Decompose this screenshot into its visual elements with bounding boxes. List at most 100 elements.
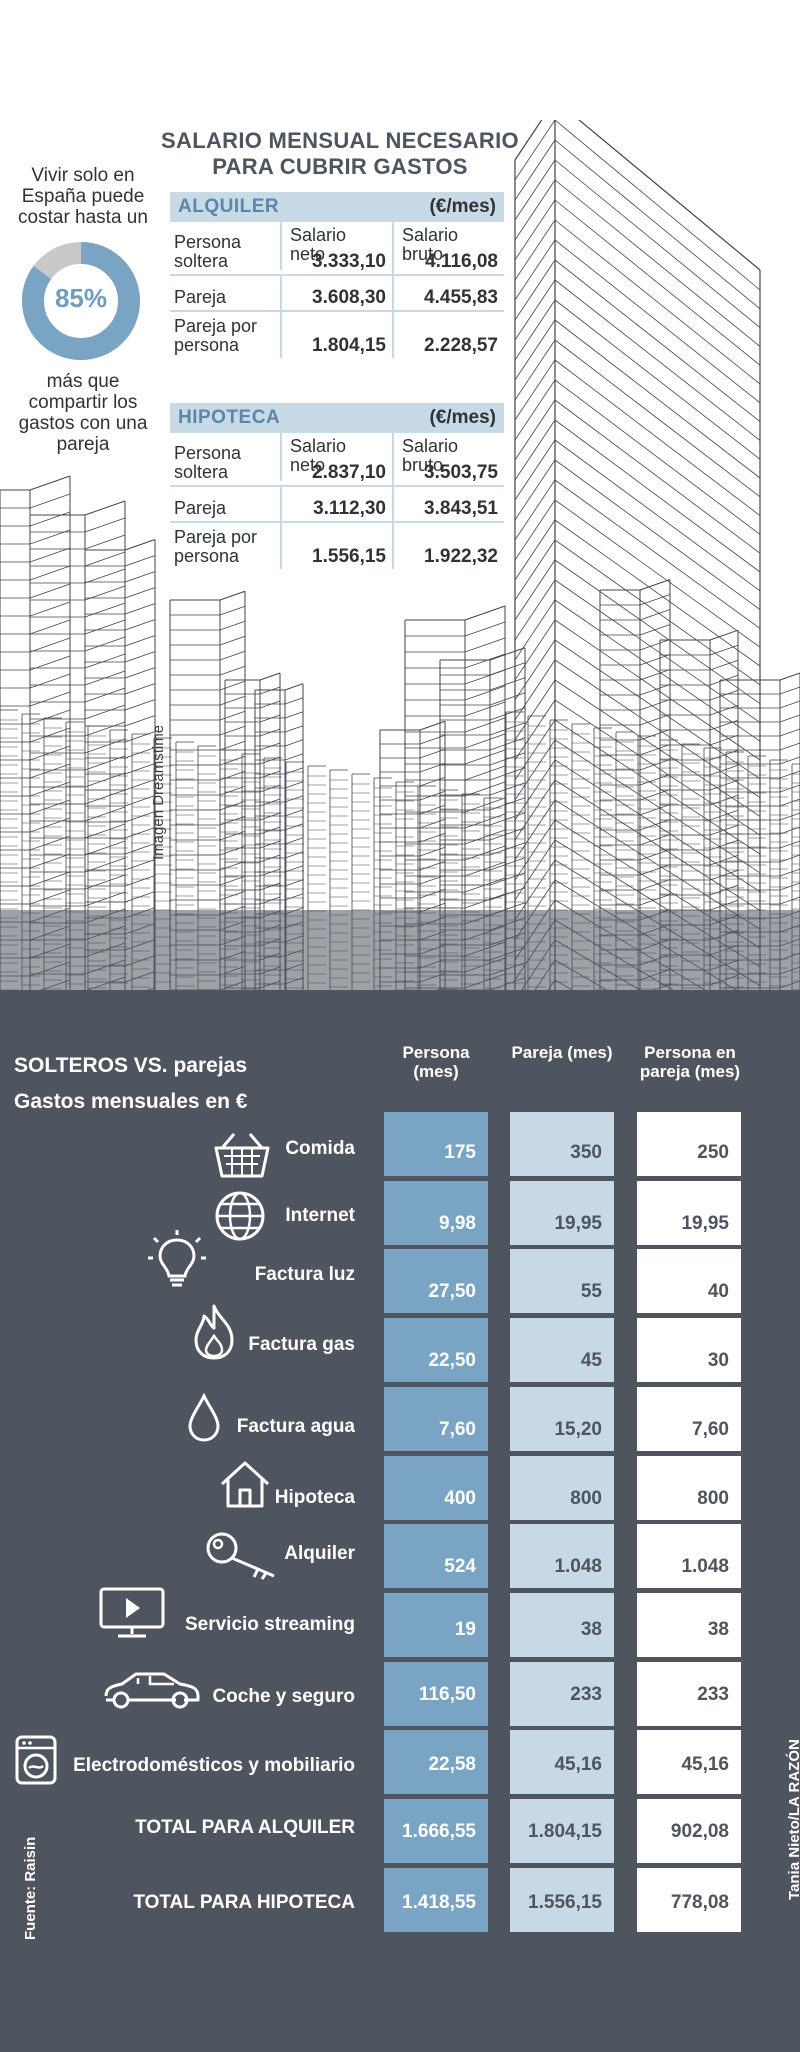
row-label-factura-gas: Factura gas [248,1334,355,1355]
flame-icon [190,1302,238,1362]
col-salario-bruto: Salario bruto [392,433,504,481]
table-row: Persona soltera 3.333,10 4.116,08 [170,222,504,276]
cell-pareja: 350 [510,1112,614,1176]
value-bruto: 3.503,75 [392,433,504,485]
cell-persona: 9,98 [384,1181,488,1245]
value-bruto: 3.843,51 [392,487,504,521]
table-row: Pareja por persona 1.556,15 1.922,32 [170,523,504,569]
cell-persona-en-pareja: 778,08 [637,1868,741,1932]
table-row: Pareja 3.608,30 4.455,83 [170,276,504,312]
cell-persona-en-pareja: 233 [637,1662,741,1726]
cell-persona: 524 [384,1524,488,1588]
value-bruto: 1.922,32 [392,523,504,569]
car-icon [102,1666,202,1710]
table-header: HIPOTECA (€/mes) [170,403,504,433]
play-screen-icon [98,1586,166,1640]
cell-pareja: 45 [510,1318,614,1382]
row-label-internet: Internet [285,1205,355,1226]
cell-persona-en-pareja: 1.048 [637,1524,741,1588]
row-label: Persona soltera [174,232,242,271]
cell-persona-en-pareja: 902,08 [637,1799,741,1863]
value-bruto: 4.116,08 [392,222,504,274]
cell-persona: 7,60 [384,1387,488,1451]
cell-pareja: 45,16 [510,1730,614,1794]
table-row: Pareja 3.112,30 3.843,51 [170,487,504,523]
cell-pareja: 38 [510,1593,614,1657]
table-column-headers: Salario neto Salario bruto [170,433,504,481]
cell-persona-en-pareja: 800 [637,1456,741,1520]
row-label: Pareja [174,498,227,518]
cell-persona: 22,58 [384,1730,488,1794]
table-row: Persona soltera 2.837,10 3.503,75 [170,433,504,487]
table-title: ALQUILER [178,196,280,217]
table-title: HIPOTECA [178,407,281,428]
city-skyline-illustration [0,120,800,1020]
lightbulb-icon [146,1228,208,1288]
panel-title: SOLTEROS VS. parejas [14,1054,248,1077]
column-pareja: 350 19,95 55 45 15,20 800 1.048 38 233 45,16 1.804… [510,1112,614,1932]
source-credit: Fuente: Raisin [22,1836,39,1940]
value-neto: 3.608,30 [280,276,392,310]
cell-pareja: 233 [510,1662,614,1726]
row-label-electrodomesticos: Electrodomésticos y mobiliario [73,1755,355,1776]
basket-icon [210,1130,274,1182]
row-label: Pareja por persona [174,527,258,566]
percentage-donut [22,242,140,360]
panel-subtitle: Gastos mensuales en € [14,1090,248,1113]
outro-text: más que compartir los gastos con una par… [18,371,148,455]
main-title: SALARIO MENSUAL NECESARIO PARA CUBRIR GA… [161,128,519,179]
cell-persona-en-pareja: 19,95 [637,1181,741,1245]
cell-pareja: 55 [510,1249,614,1313]
cell-persona-en-pareja: 38 [637,1593,741,1657]
row-label-total-alquiler: TOTAL PARA ALQUILER [135,1817,355,1838]
column-header-persona: Persona (mes) [402,1043,470,1081]
row-label: Persona soltera [174,443,242,482]
cell-persona: 19 [384,1593,488,1657]
column-header-pareja: Pareja (mes) [511,1043,613,1062]
table-row: Pareja por persona 1.804,15 2.228,57 [170,312,504,358]
row-label-total-hipoteca: TOTAL PARA HIPOTECA [133,1892,355,1913]
value-neto: 3.333,10 [312,251,386,272]
cell-persona: 22,50 [384,1318,488,1382]
cell-pareja: 1.804,15 [510,1799,614,1863]
cell-persona: 175 [384,1112,488,1176]
intro-text: Vivir solo en España puede costar hasta … [18,165,148,228]
cell-pareja: 800 [510,1456,614,1520]
cell-persona-en-pareja: 30 [637,1318,741,1382]
value-neto: 3.112,30 [280,487,392,521]
column-persona: 175 9,98 27,50 22,50 7,60 400 524 19 116,50 22,58… [384,1112,488,1932]
image-credit: Imagen Dreamstime [150,724,167,860]
row-label-coche-y-seguro: Coche y seguro [212,1686,355,1707]
washing-machine-icon [14,1734,58,1786]
salary-table-hipoteca: HIPOTECA (€/mes) Salario neto Salario br… [170,403,504,569]
globe-icon [214,1190,266,1242]
value-bruto: 4.455,83 [392,276,504,310]
row-label-factura-luz: Factura luz [254,1264,355,1285]
row-label-factura-agua: Factura agua [236,1416,355,1437]
value-bruto: 2.228,57 [392,312,504,358]
water-drop-icon [186,1392,222,1444]
row-label-comida: Comida [285,1138,355,1159]
cell-persona-en-pareja: 40 [637,1249,741,1313]
col-salario-neto: Salario neto [280,433,392,481]
row-label-alquiler: Alquiler [284,1543,355,1564]
author-credit: Tania Nieto/LA RAZÓN [786,1739,800,1900]
table-unit: (€/mes) [429,196,496,217]
row-label: Pareja [174,287,227,307]
cell-persona-en-pareja: 7,60 [637,1387,741,1451]
cell-persona: 27,50 [384,1249,488,1313]
donut-arc [22,242,140,360]
house-icon [218,1458,272,1510]
col-salario-neto: Salario neto [280,222,392,270]
cell-pareja: 15,20 [510,1387,614,1451]
row-label-servicio-streaming: Servicio streaming [184,1614,355,1635]
cell-pareja: 1.556,15 [510,1868,614,1932]
column-persona-en-pareja: 250 19,95 40 30 7,60 800 1.048 38 233 45,16 902,08… [637,1112,741,1932]
cell-persona: 116,50 [384,1662,488,1726]
column-header-persona-en-pareja: Persona en pareja (mes) [639,1043,741,1081]
cell-persona-en-pareja: 250 [637,1112,741,1176]
cell-pareja: 19,95 [510,1181,614,1245]
salary-table-alquiler: ALQUILER (€/mes) Salario neto Salario br… [170,192,504,358]
donut-percentage: 85% [54,283,108,313]
cell-persona: 1.666,55 [384,1799,488,1863]
